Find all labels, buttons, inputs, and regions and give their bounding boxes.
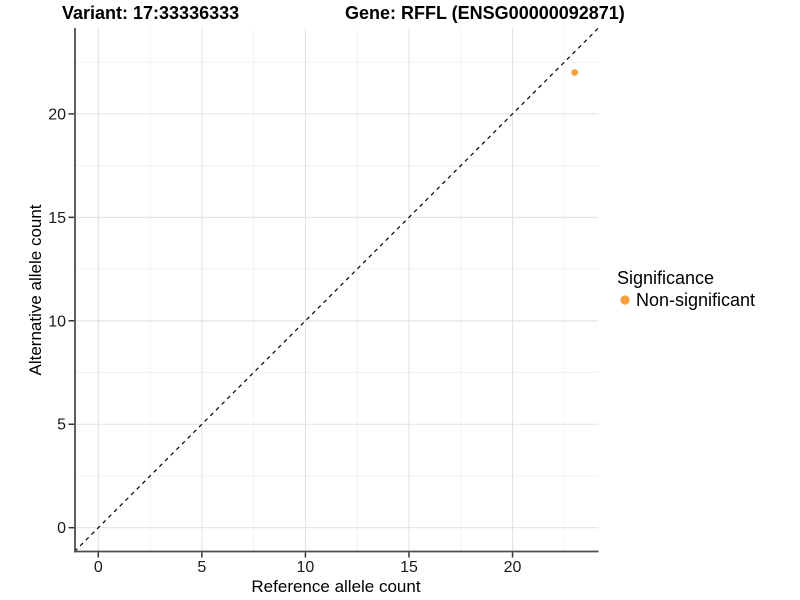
y-tick-label: 15 — [48, 210, 66, 227]
axis-lines — [74, 28, 599, 553]
x-tick-label: 0 — [94, 559, 103, 576]
legend-point-icon — [620, 295, 630, 305]
y-axis-ticks: 0 5 10 15 20 — [48, 106, 75, 537]
y-tick-label: 5 — [57, 417, 66, 434]
x-tick-label: 20 — [504, 559, 522, 576]
identity-line — [74, 27, 599, 552]
data-points — [571, 69, 579, 76]
legend-item-label: Non-significant — [636, 290, 755, 310]
identity-dashed-line — [74, 27, 599, 552]
y-tick-label: 20 — [48, 106, 66, 123]
y-axis-title: Alternative allele count — [26, 204, 45, 375]
major-gridlines — [74, 28, 599, 552]
y-tick-label: 0 — [57, 520, 66, 537]
y-tick-label: 10 — [48, 313, 66, 330]
legend-title: Significance — [617, 268, 714, 288]
x-axis-title: Reference allele count — [251, 577, 420, 596]
x-tick-label: 15 — [400, 559, 418, 576]
x-tick-label: 10 — [297, 559, 315, 576]
x-tick-label: 5 — [197, 559, 206, 576]
data-point-non-significant — [571, 69, 579, 76]
x-axis-ticks: 0 5 10 15 20 — [94, 552, 522, 576]
variant-title: Variant: 17:33336333 — [62, 3, 239, 23]
gene-title: Gene: RFFL (ENSG00000092871) — [345, 3, 625, 23]
minor-gridlines — [74, 28, 599, 552]
legend: Significance Non-significant — [617, 268, 755, 310]
